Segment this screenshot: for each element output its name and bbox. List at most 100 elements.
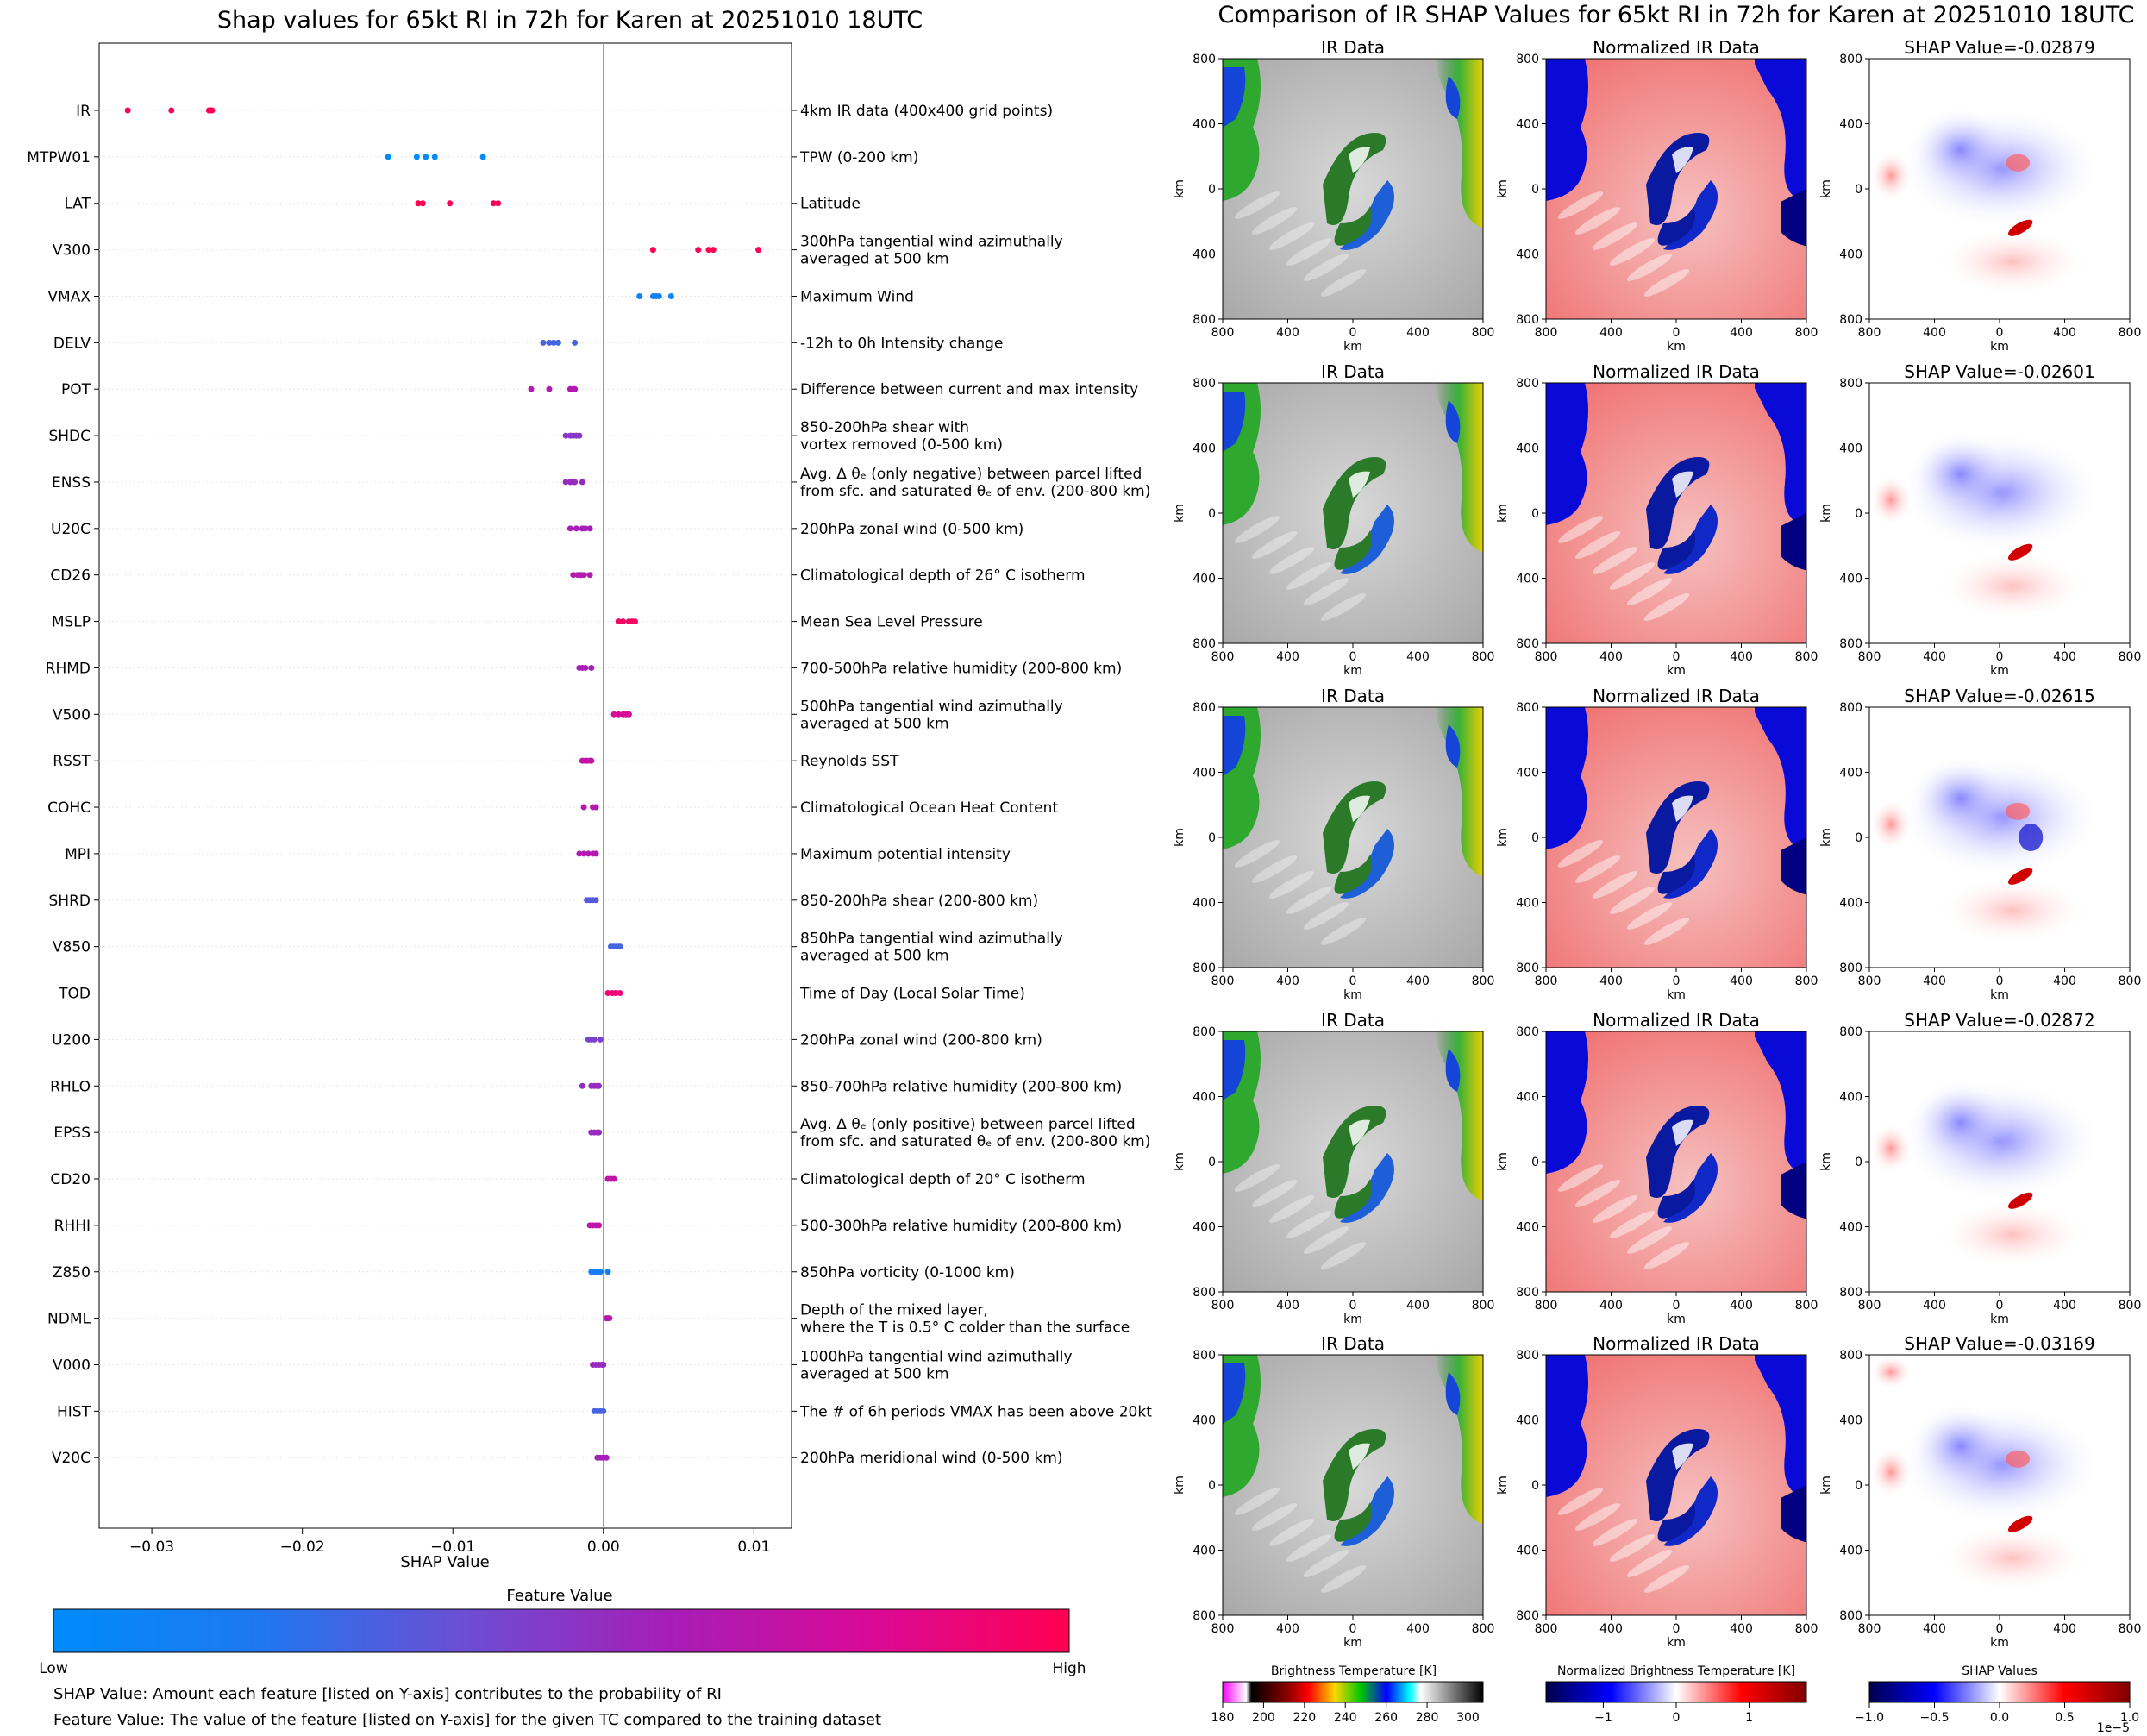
x-tick-label: 0 [1673,1622,1681,1636]
x-tick-label: 400 [2053,1622,2076,1636]
ir-data-panel [1223,1015,1483,1292]
x-tick-label: 400 [1730,1622,1753,1636]
x-tick-label: 800 [2119,975,2142,988]
y-tick-label: 800 [1839,313,1862,327]
x-tick-label: 800 [1535,650,1558,664]
cloud-streak [1557,191,1604,219]
feature-description: 200hPa zonal wind (200-800 km) [800,1031,1042,1049]
x-tick-label: 800 [1858,326,1881,340]
cloud-streak [1643,593,1690,621]
x-tick-label: 800 [1795,1622,1818,1636]
positive-region [1869,1122,1912,1175]
ir-panel-title: IR Data [1321,1333,1385,1354]
x-tick-label: 800 [1211,1299,1235,1313]
x-tick-label: 400 [1276,975,1299,988]
cloud-streak [1234,516,1280,543]
cloud-streak [1609,562,1656,590]
shap-panel [1869,1031,2130,1292]
colorbar-tick-label: 1.0 [2120,1711,2139,1725]
cloud-streak [1592,222,1638,250]
y-tick-label: 800 [1839,1609,1862,1623]
strong-negative [2019,824,2044,851]
shap-point-cohc [592,804,599,811]
cloud-streak [1574,1503,1621,1531]
y-tick-label: 400 [1192,1414,1216,1428]
x-tick-label: 400 [1923,975,1946,988]
y-axis-label: km [1173,504,1186,523]
y-tick-label: 400 [1516,767,1539,780]
brightness-temperature-colorbar: Brightness Temperature [K] 180 200 220 240 2… [1211,1664,1484,1725]
cloud-streak [1626,1550,1673,1577]
norm-background [1546,1355,1806,1615]
x-axis-label: km [1990,1636,2009,1650]
x-tick-label: 0 [1349,1622,1357,1636]
feature-description: Climatological depth of 26° C isotherm [800,567,1086,585]
feature-label-rhlo: RHLO [50,1078,91,1095]
strong-positive [2007,1515,2033,1532]
y-tick-label: 400 [1192,442,1216,456]
feature-description: TPW (0-200 km) [799,149,918,166]
x-axis-label: km [1667,1313,1686,1326]
x-tick-label: −0.03 [129,1539,174,1556]
cloud-region [1445,76,1461,119]
shap-point-z850 [597,1269,604,1275]
feature-label-mpi: MPI [65,846,91,863]
shap-point-mpi [576,850,583,857]
ir-data-panel [1223,367,1483,643]
feature-label-rsst: RSST [53,753,91,770]
shap-point-v300 [705,247,712,254]
feature-description: Maximum potential intensity [800,846,1011,863]
colorbar-tick-label: 1 [1745,1711,1753,1725]
feature-description: 500-300hPa relative humidity (200-800 km… [800,1218,1122,1235]
x-tick-label: 400 [1923,326,1946,340]
shap-point-u20c [582,525,589,532]
cold-region [1781,1162,1806,1219]
cloud-core [1672,147,1693,173]
y-axis-label: km [1819,179,1833,198]
ir-background [1223,383,1483,643]
cloud-streak [1234,1488,1280,1515]
y-tick-label: 400 [1192,573,1216,586]
y-tick-label: 400 [1516,1545,1539,1558]
y-axis-label: km [1496,1476,1510,1495]
cloud-streak [1609,238,1656,266]
plot-area [98,42,792,1529]
y-tick-label: 800 [1516,313,1539,327]
shap-point-lat [415,200,422,207]
norm-background [1546,383,1806,643]
cloud-band [1334,206,1372,246]
y-tick-label: 800 [1839,1286,1862,1300]
colorbar-tick-label: 240 [1334,1711,1357,1725]
y-tick-label: 800 [1516,962,1539,975]
x-tick-label: 800 [1858,650,1881,664]
ir-background [1223,1031,1483,1292]
colorbar-tick-label: 200 [1252,1711,1275,1725]
cloud-band [1657,1179,1695,1219]
x-axis-label: km [1343,340,1362,354]
shap-point-v850 [617,943,623,950]
cloud-region [1223,392,1246,452]
y-tick-label: 800 [1192,637,1216,651]
shap-point-u200 [591,1036,598,1043]
y-tick-label: 400 [1192,897,1216,911]
x-axis-label: km [1990,664,2009,678]
strong-positive [2007,868,2033,885]
y-tick-label: 800 [1516,53,1539,66]
y-tick-label: 400 [1516,573,1539,586]
shap-point-v500 [610,711,617,718]
x-tick-label: 400 [1599,650,1623,664]
y-tick-label: 800 [1192,1286,1216,1300]
y-axis-label: km [1819,1476,1833,1495]
x-tick-label: 800 [2119,1299,2142,1313]
cloud-streak [1320,1242,1367,1269]
shap-point-delv [572,339,579,346]
feature-label-u20c: U20C [51,521,91,538]
x-tick-label: 0 [1349,1299,1357,1313]
shap-point-mslp [615,618,622,625]
x-tick-label: 400 [1923,1299,1946,1313]
cloud-band [1657,206,1695,246]
y-tick-label: 800 [1839,637,1862,651]
